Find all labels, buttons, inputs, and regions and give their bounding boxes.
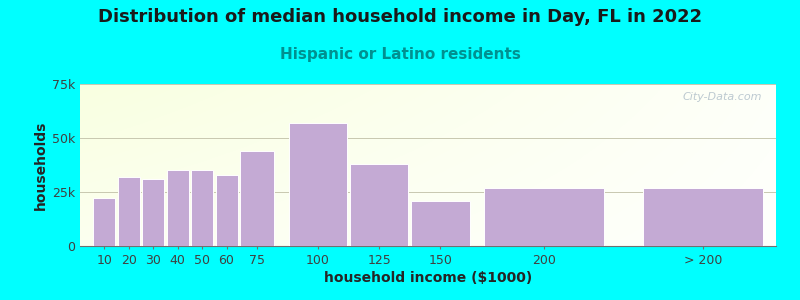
X-axis label: household income ($1000): household income ($1000) (324, 271, 532, 285)
Text: Distribution of median household income in Day, FL in 2022: Distribution of median household income … (98, 8, 702, 26)
Y-axis label: households: households (34, 120, 48, 210)
Text: Hispanic or Latino residents: Hispanic or Latino residents (279, 46, 521, 62)
Text: City-Data.com: City-Data.com (682, 92, 762, 102)
Bar (289, 123, 347, 246)
Bar (215, 175, 238, 246)
Bar (350, 164, 409, 246)
Bar (484, 188, 604, 246)
Bar (94, 199, 115, 246)
Bar (643, 188, 762, 246)
Bar (240, 151, 274, 246)
Bar (142, 179, 164, 246)
Bar (411, 201, 470, 246)
Bar (118, 177, 140, 246)
Bar (191, 170, 213, 246)
Bar (166, 170, 189, 246)
